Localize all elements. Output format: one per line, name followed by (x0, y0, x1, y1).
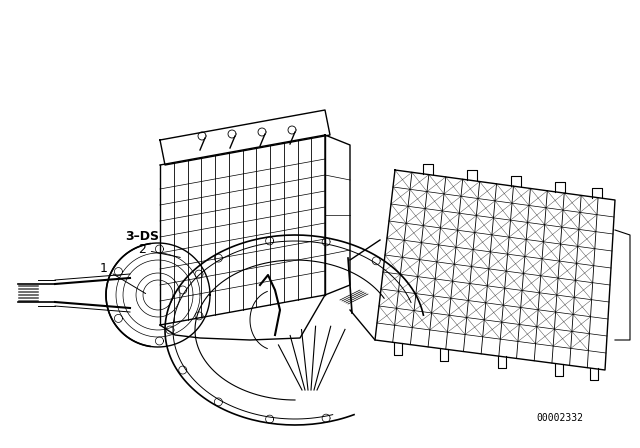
Text: 1: 1 (100, 262, 146, 293)
Text: 3–DS: 3–DS (125, 231, 159, 244)
Text: 00002332: 00002332 (536, 413, 584, 423)
Text: 2: 2 (138, 243, 180, 258)
